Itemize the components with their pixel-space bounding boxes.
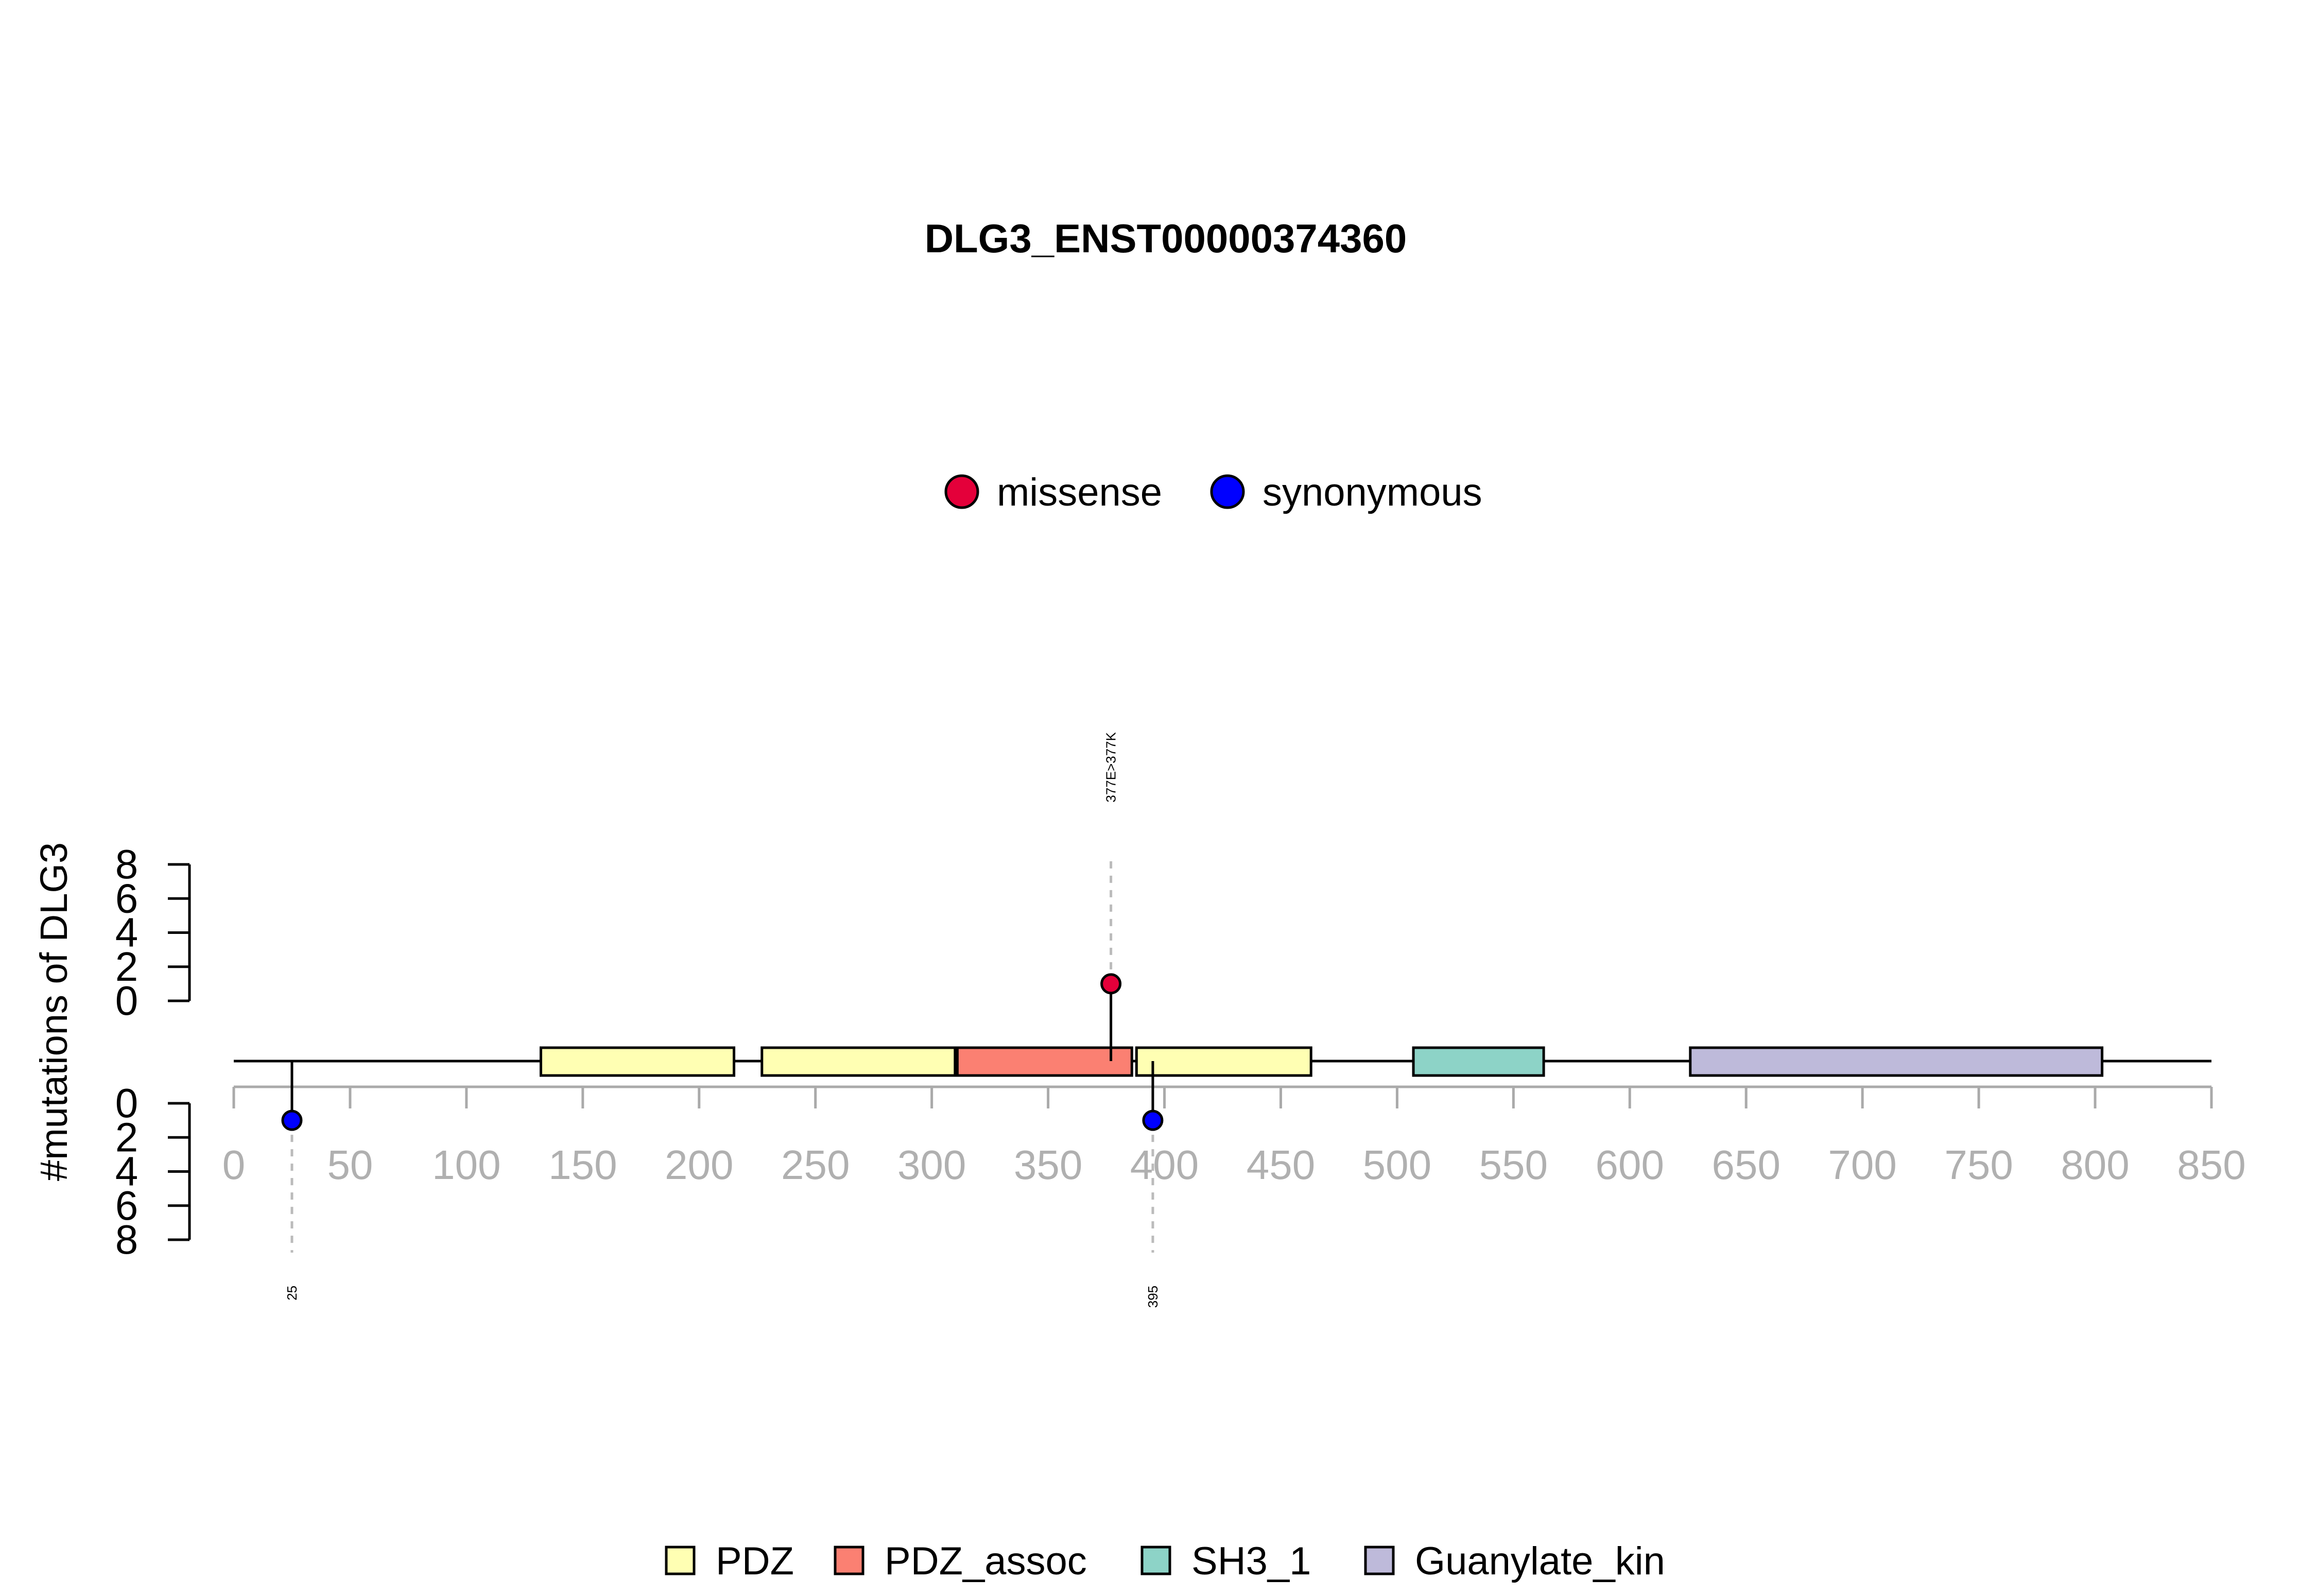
mutation-legend: missense synonymous <box>944 471 1482 514</box>
bottom-y-tick-label: 0 <box>115 1080 139 1126</box>
x-tick-label: 600 <box>1596 1142 1664 1188</box>
x-tick-label: 50 <box>327 1142 373 1188</box>
domain-box-pdz-assoc <box>956 1046 1133 1077</box>
legend-swatch-pdz-assoc <box>834 1546 864 1575</box>
top-y-tick-label: 6 <box>115 875 139 921</box>
x-tick-label: 750 <box>1944 1142 2013 1188</box>
legend-label-missense: missense <box>997 471 1162 514</box>
domain-box-guanylate-kin <box>1689 1046 2104 1077</box>
legend-label-pdz: PDZ <box>716 1539 794 1583</box>
bottom-y-tick-label: 4 <box>115 1149 139 1194</box>
x-axis: 0 50 100 150 200 250 300 350 400 450 500 550 600 650 7… <box>222 1085 2246 1188</box>
domain-box-pdz <box>1135 1046 1312 1077</box>
x-tick-label: 250 <box>781 1142 850 1188</box>
bottom-y-tick-label: 6 <box>115 1183 139 1228</box>
top-y-tick-label: 8 <box>115 841 139 887</box>
x-tick-label: 700 <box>1828 1142 1896 1188</box>
domain-boxes <box>539 1046 2104 1077</box>
x-tick-label: 200 <box>665 1142 733 1188</box>
top-y-tick-label: 2 <box>115 944 139 990</box>
x-tick-label: 450 <box>1247 1142 1315 1188</box>
mutation-lollipops: 377E>377K 25 395 <box>281 732 1164 1308</box>
x-tick-label: 100 <box>432 1142 500 1188</box>
x-tick-label: 350 <box>1014 1142 1082 1188</box>
x-tick-label: 800 <box>2061 1142 2129 1188</box>
mutation-point-synonymous <box>1142 1109 1164 1131</box>
chart-title: DLG3_ENST00000374360 <box>925 216 1407 261</box>
legend-marker-missense <box>944 474 979 509</box>
mutation-label: 377E>377K <box>1103 732 1119 802</box>
legend-label-sh3-1: SH3_1 <box>1191 1539 1311 1583</box>
legend-label-guanylate-kin: Guanylate_kin <box>1415 1539 1665 1583</box>
mutation-point-synonymous <box>281 1109 303 1131</box>
bottom-y-tick-label: 2 <box>115 1114 139 1160</box>
top-y-tick-label: 4 <box>115 910 139 956</box>
x-tick-label: 850 <box>2177 1142 2245 1188</box>
x-tick-label: 150 <box>548 1142 617 1188</box>
domain-box-pdz <box>539 1046 736 1077</box>
legend-swatch-guanylate-kin <box>1364 1546 1395 1575</box>
x-tick-label: 400 <box>1130 1142 1199 1188</box>
bottom-y-tick-label: 8 <box>115 1217 139 1262</box>
x-tick-label: 550 <box>1479 1142 1548 1188</box>
x-tick-label: 0 <box>222 1142 246 1188</box>
mutation-point-missense <box>1100 973 1122 995</box>
legend-marker-synonymous <box>1210 474 1245 509</box>
x-tick-label: 650 <box>1711 1142 1780 1188</box>
top-y-tick-label: 0 <box>115 978 139 1023</box>
domain-legend: PDZ PDZ_assoc SH3_1 Guanylate_kin <box>665 1539 1665 1583</box>
legend-swatch-pdz <box>665 1546 696 1575</box>
legend-swatch-sh3-1 <box>1140 1546 1171 1575</box>
mutation-label: 395 <box>1145 1286 1161 1308</box>
y-axis-label: #mutations of DLG3 <box>32 842 75 1181</box>
x-tick-label: 500 <box>1363 1142 1431 1188</box>
x-tick-label: 300 <box>897 1142 966 1188</box>
domain-box-pdz <box>760 1046 957 1077</box>
mutation-label: 25 <box>284 1286 300 1300</box>
domain-box-sh3-1 <box>1412 1046 1545 1077</box>
legend-label-pdz-assoc: PDZ_assoc <box>885 1539 1087 1583</box>
legend-label-synonymous: synonymous <box>1263 471 1482 514</box>
